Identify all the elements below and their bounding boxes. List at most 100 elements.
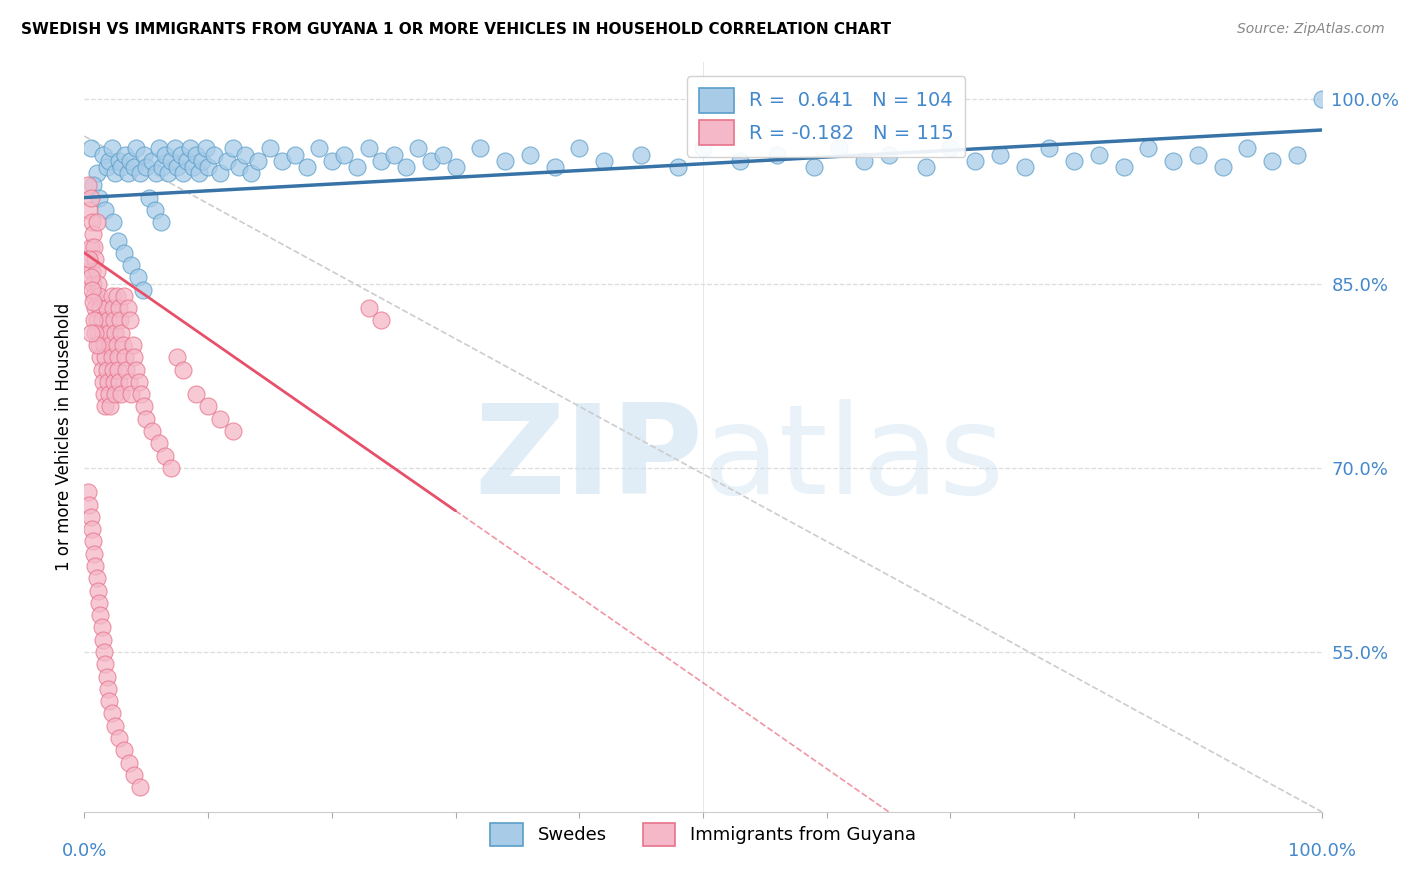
Point bbox=[141, 153, 163, 168]
Point bbox=[150, 215, 173, 229]
Point bbox=[82, 534, 104, 549]
Point bbox=[91, 326, 114, 340]
Point bbox=[89, 289, 111, 303]
Point bbox=[357, 141, 380, 155]
Y-axis label: 1 or more Vehicles in Household: 1 or more Vehicles in Household bbox=[55, 303, 73, 571]
Point bbox=[96, 301, 118, 315]
Point bbox=[1112, 160, 1135, 174]
Point bbox=[96, 362, 118, 376]
Point bbox=[395, 160, 418, 174]
Point bbox=[108, 153, 131, 168]
Point bbox=[129, 387, 152, 401]
Point bbox=[408, 141, 430, 155]
Point bbox=[988, 147, 1011, 161]
Point bbox=[98, 400, 121, 414]
Point bbox=[90, 362, 112, 376]
Point bbox=[103, 375, 125, 389]
Point bbox=[101, 362, 124, 376]
Point bbox=[86, 166, 108, 180]
Point bbox=[1212, 160, 1234, 174]
Point bbox=[79, 326, 101, 340]
Point bbox=[1063, 153, 1085, 168]
Point bbox=[1088, 147, 1111, 161]
Point bbox=[77, 178, 100, 193]
Point bbox=[90, 620, 112, 634]
Point bbox=[184, 147, 207, 161]
Point bbox=[135, 411, 157, 425]
Point bbox=[93, 387, 115, 401]
Point bbox=[240, 166, 263, 180]
Point bbox=[108, 375, 131, 389]
Point bbox=[1137, 141, 1160, 155]
Point bbox=[125, 362, 148, 376]
Point bbox=[112, 289, 135, 303]
Point bbox=[877, 147, 900, 161]
Point bbox=[107, 234, 129, 248]
Point bbox=[89, 608, 111, 623]
Point bbox=[593, 153, 616, 168]
Point bbox=[107, 362, 129, 376]
Point bbox=[97, 375, 120, 389]
Point bbox=[100, 706, 122, 721]
Point bbox=[98, 326, 121, 340]
Point bbox=[127, 270, 149, 285]
Point bbox=[110, 387, 132, 401]
Text: 100.0%: 100.0% bbox=[1288, 842, 1355, 860]
Point bbox=[357, 301, 380, 315]
Point bbox=[148, 141, 170, 155]
Point bbox=[197, 400, 219, 414]
Point bbox=[153, 147, 176, 161]
Point bbox=[90, 313, 112, 327]
Point bbox=[271, 153, 294, 168]
Point bbox=[259, 141, 281, 155]
Point bbox=[246, 153, 269, 168]
Point bbox=[222, 141, 245, 155]
Point bbox=[666, 160, 689, 174]
Point bbox=[143, 202, 166, 217]
Point bbox=[138, 190, 160, 204]
Point bbox=[80, 215, 103, 229]
Point bbox=[105, 338, 128, 352]
Point bbox=[1310, 92, 1333, 106]
Point bbox=[91, 147, 114, 161]
Point bbox=[150, 160, 173, 174]
Point bbox=[94, 350, 117, 364]
Point bbox=[101, 215, 124, 229]
Point bbox=[94, 657, 117, 672]
Point bbox=[115, 362, 138, 376]
Point bbox=[114, 147, 136, 161]
Point bbox=[114, 350, 136, 364]
Text: atlas: atlas bbox=[703, 399, 1005, 520]
Text: SWEDISH VS IMMIGRANTS FROM GUYANA 1 OR MORE VEHICLES IN HOUSEHOLD CORRELATION CH: SWEDISH VS IMMIGRANTS FROM GUYANA 1 OR M… bbox=[21, 22, 891, 37]
Point bbox=[209, 166, 232, 180]
Point bbox=[172, 166, 194, 180]
Point bbox=[86, 338, 108, 352]
Point bbox=[129, 166, 152, 180]
Point bbox=[120, 313, 142, 327]
Point bbox=[176, 153, 198, 168]
Point bbox=[692, 141, 714, 155]
Point bbox=[118, 375, 141, 389]
Point bbox=[82, 277, 104, 291]
Point bbox=[1014, 160, 1036, 174]
Point bbox=[321, 153, 343, 168]
Point bbox=[828, 141, 851, 155]
Point bbox=[89, 190, 111, 204]
Point bbox=[98, 338, 121, 352]
Point bbox=[222, 424, 245, 438]
Point bbox=[184, 387, 207, 401]
Point bbox=[79, 270, 101, 285]
Point bbox=[104, 719, 127, 733]
Point bbox=[96, 160, 118, 174]
Point bbox=[82, 295, 104, 310]
Point bbox=[103, 313, 125, 327]
Point bbox=[86, 571, 108, 585]
Point bbox=[233, 147, 256, 161]
Point bbox=[112, 245, 135, 260]
Point bbox=[97, 681, 120, 696]
Point bbox=[132, 147, 155, 161]
Point bbox=[1261, 153, 1284, 168]
Point bbox=[101, 301, 124, 315]
Point bbox=[939, 141, 962, 155]
Point bbox=[494, 153, 516, 168]
